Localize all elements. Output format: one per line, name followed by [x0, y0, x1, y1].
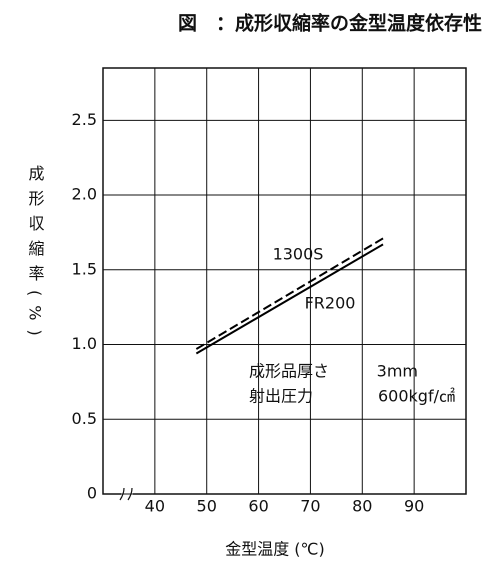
- x-tick-label: 90: [404, 497, 424, 516]
- series-label: FR200: [305, 294, 356, 313]
- series-label: 1300S: [273, 245, 324, 264]
- x-tick-label: 70: [300, 497, 320, 516]
- x-tick-label: 40: [145, 497, 165, 516]
- chart-title: 図 ：成形収縮率の金型温度依存性: [178, 12, 482, 35]
- y-axis-label: 成形収縮率(%): [26, 165, 45, 345]
- y-tick-label: 2.0: [72, 185, 97, 204]
- y-tick-label: 0: [87, 484, 97, 503]
- x-tick-label: 80: [352, 497, 372, 516]
- y-tick-label: 1.5: [72, 259, 97, 278]
- annotation: 成形品厚さ: [249, 362, 329, 381]
- annotation: 600kgf/㎠: [378, 387, 455, 406]
- annotation: 射出圧力: [249, 387, 313, 406]
- y-tick-label: 1.0: [72, 334, 97, 353]
- x-tick-label: 60: [248, 497, 268, 516]
- y-tick-label: 0.5: [72, 409, 97, 428]
- series-line: [195, 243, 384, 355]
- annotation: 3mm: [377, 362, 418, 381]
- x-axis-label: 金型温度 (℃): [225, 540, 325, 559]
- x-tick-label: 50: [197, 497, 217, 516]
- y-tick-label: 2.5: [72, 110, 97, 129]
- plot-frame: [102, 67, 467, 495]
- series-line: [195, 237, 384, 350]
